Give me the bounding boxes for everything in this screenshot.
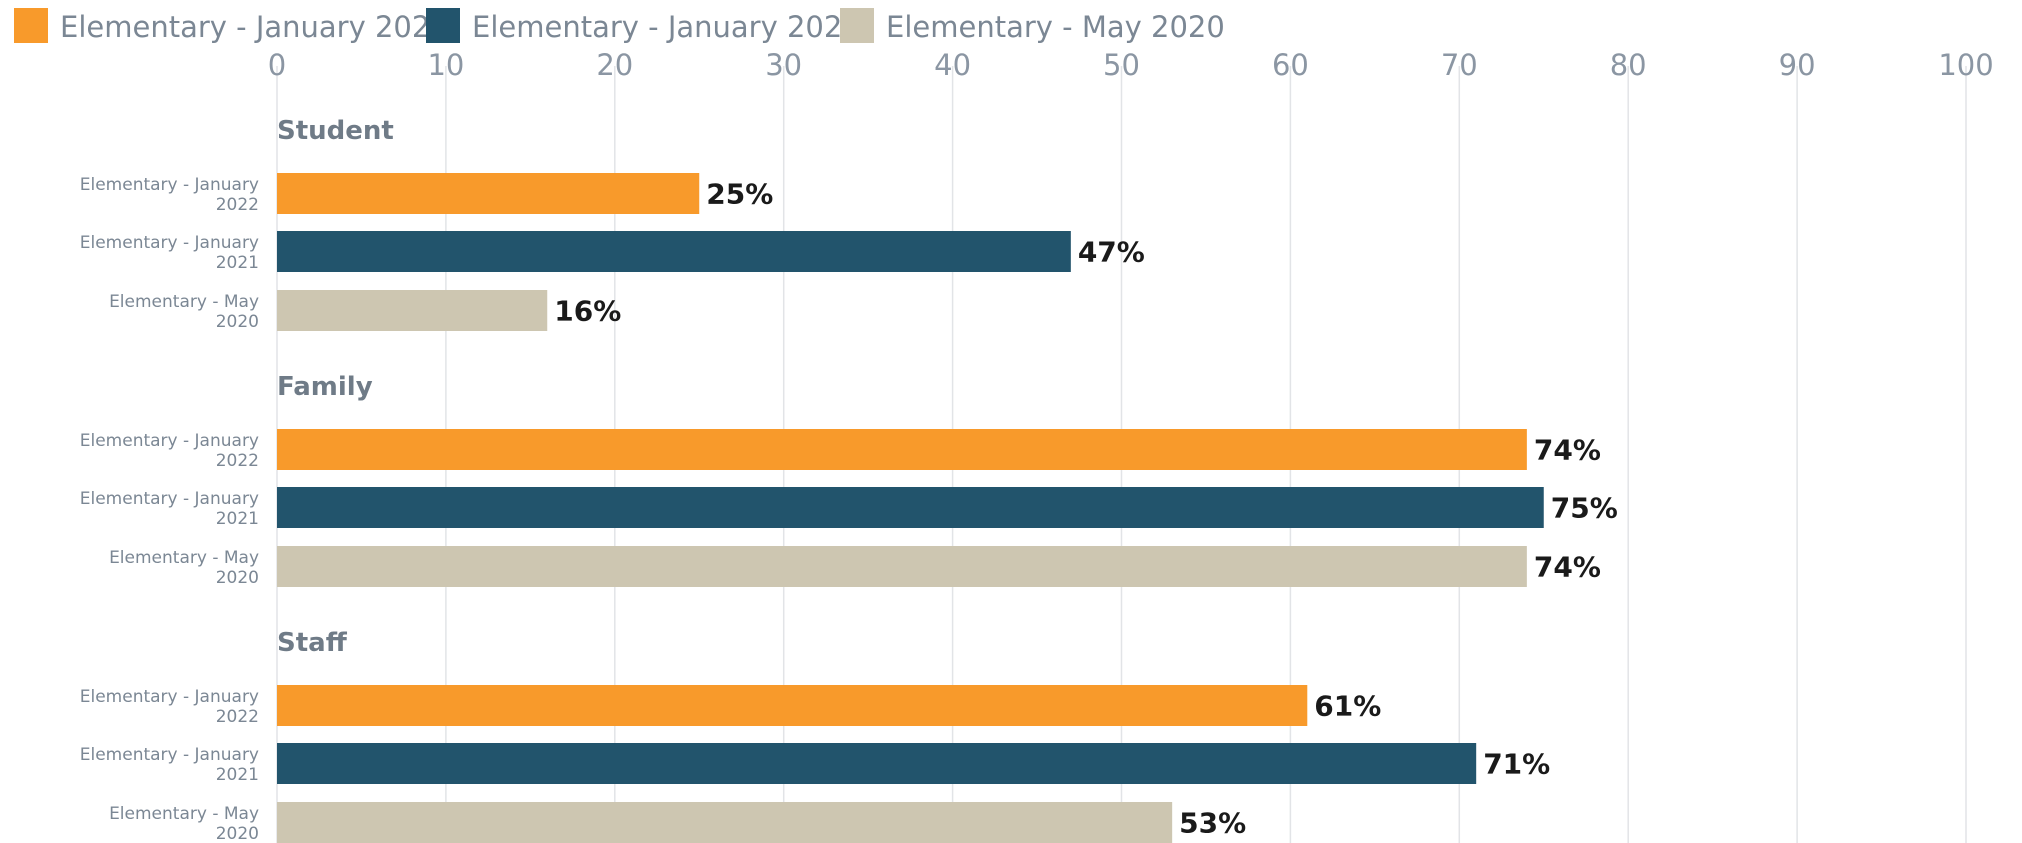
legend-label-1: Elementary - January 2022 [60,10,449,44]
bar-groups: Student 25% Elementary - January 2022 47% Ele… [80,116,1618,843]
bar [277,173,700,214]
bar-value-label: 75% [1551,492,1618,525]
chart-legend: Elementary - January 2022 Elementary - Ja… [14,8,1225,44]
category-label: Elementary - January 2021 [80,745,259,785]
category-label: Elementary - January 2021 [80,489,259,529]
category-label: Elementary - May 2020 [109,548,259,588]
legend-label-2: Elementary - January 2021 [472,10,861,44]
x-tick-label: 60 [1272,48,1309,82]
bar [277,231,1071,272]
bar [277,743,1477,784]
group-label: Student [277,116,394,146]
x-tick-label: 50 [1103,48,1140,82]
bar-value-label: 47% [1078,236,1145,269]
x-axis-ticks: 0 10 20 30 40 50 60 70 80 90 100 [268,48,1994,82]
x-tick-label: 20 [596,48,633,82]
category-label: Elementary - January 2022 [80,175,259,215]
bar-value-label: 74% [1534,551,1601,584]
x-tick-label: 90 [1779,48,1816,82]
legend-swatch-2 [426,8,460,43]
bar-value-label: 71% [1483,748,1550,781]
x-tick-label: 30 [765,48,802,82]
bar [277,546,1527,587]
legend-label-3: Elementary - May 2020 [886,10,1225,44]
x-tick-label: 40 [934,48,971,82]
x-tick-label: 10 [427,48,464,82]
x-tick-label: 80 [1610,48,1647,82]
category-label: Elementary - January 2021 [80,233,259,273]
category-label: Elementary - January 2022 [80,431,259,471]
bar-group-student: Student 25% Elementary - January 2022 47% Ele… [80,116,1145,332]
x-tick-label: 0 [268,48,286,82]
bar-value-label: 25% [706,178,773,211]
bar-value-label: 61% [1314,690,1381,723]
bar-value-label: 74% [1534,434,1601,467]
legend-swatch-1 [14,8,48,43]
category-label: Elementary - May 2020 [109,804,259,843]
x-tick-label: 70 [1441,48,1478,82]
group-label: Family [277,372,373,402]
x-tick-label: 100 [1938,48,1993,82]
bar-group-family: Family 74% Elementary - January 2022 75% Elem… [80,372,1618,588]
category-label: Elementary - May 2020 [109,292,259,332]
bar-group-staff: Staff 61% Elementary - January 2022 71% Eleme… [80,628,1550,843]
bar [277,487,1544,528]
legend-swatch-3 [840,8,874,43]
bar-value-label: 53% [1179,807,1246,840]
bar [277,685,1308,726]
bar [277,290,548,331]
bar [277,429,1527,470]
bar [277,802,1173,843]
bar-value-label: 16% [554,295,621,328]
category-label: Elementary - January 2022 [80,687,259,727]
group-label: Staff [277,628,348,658]
